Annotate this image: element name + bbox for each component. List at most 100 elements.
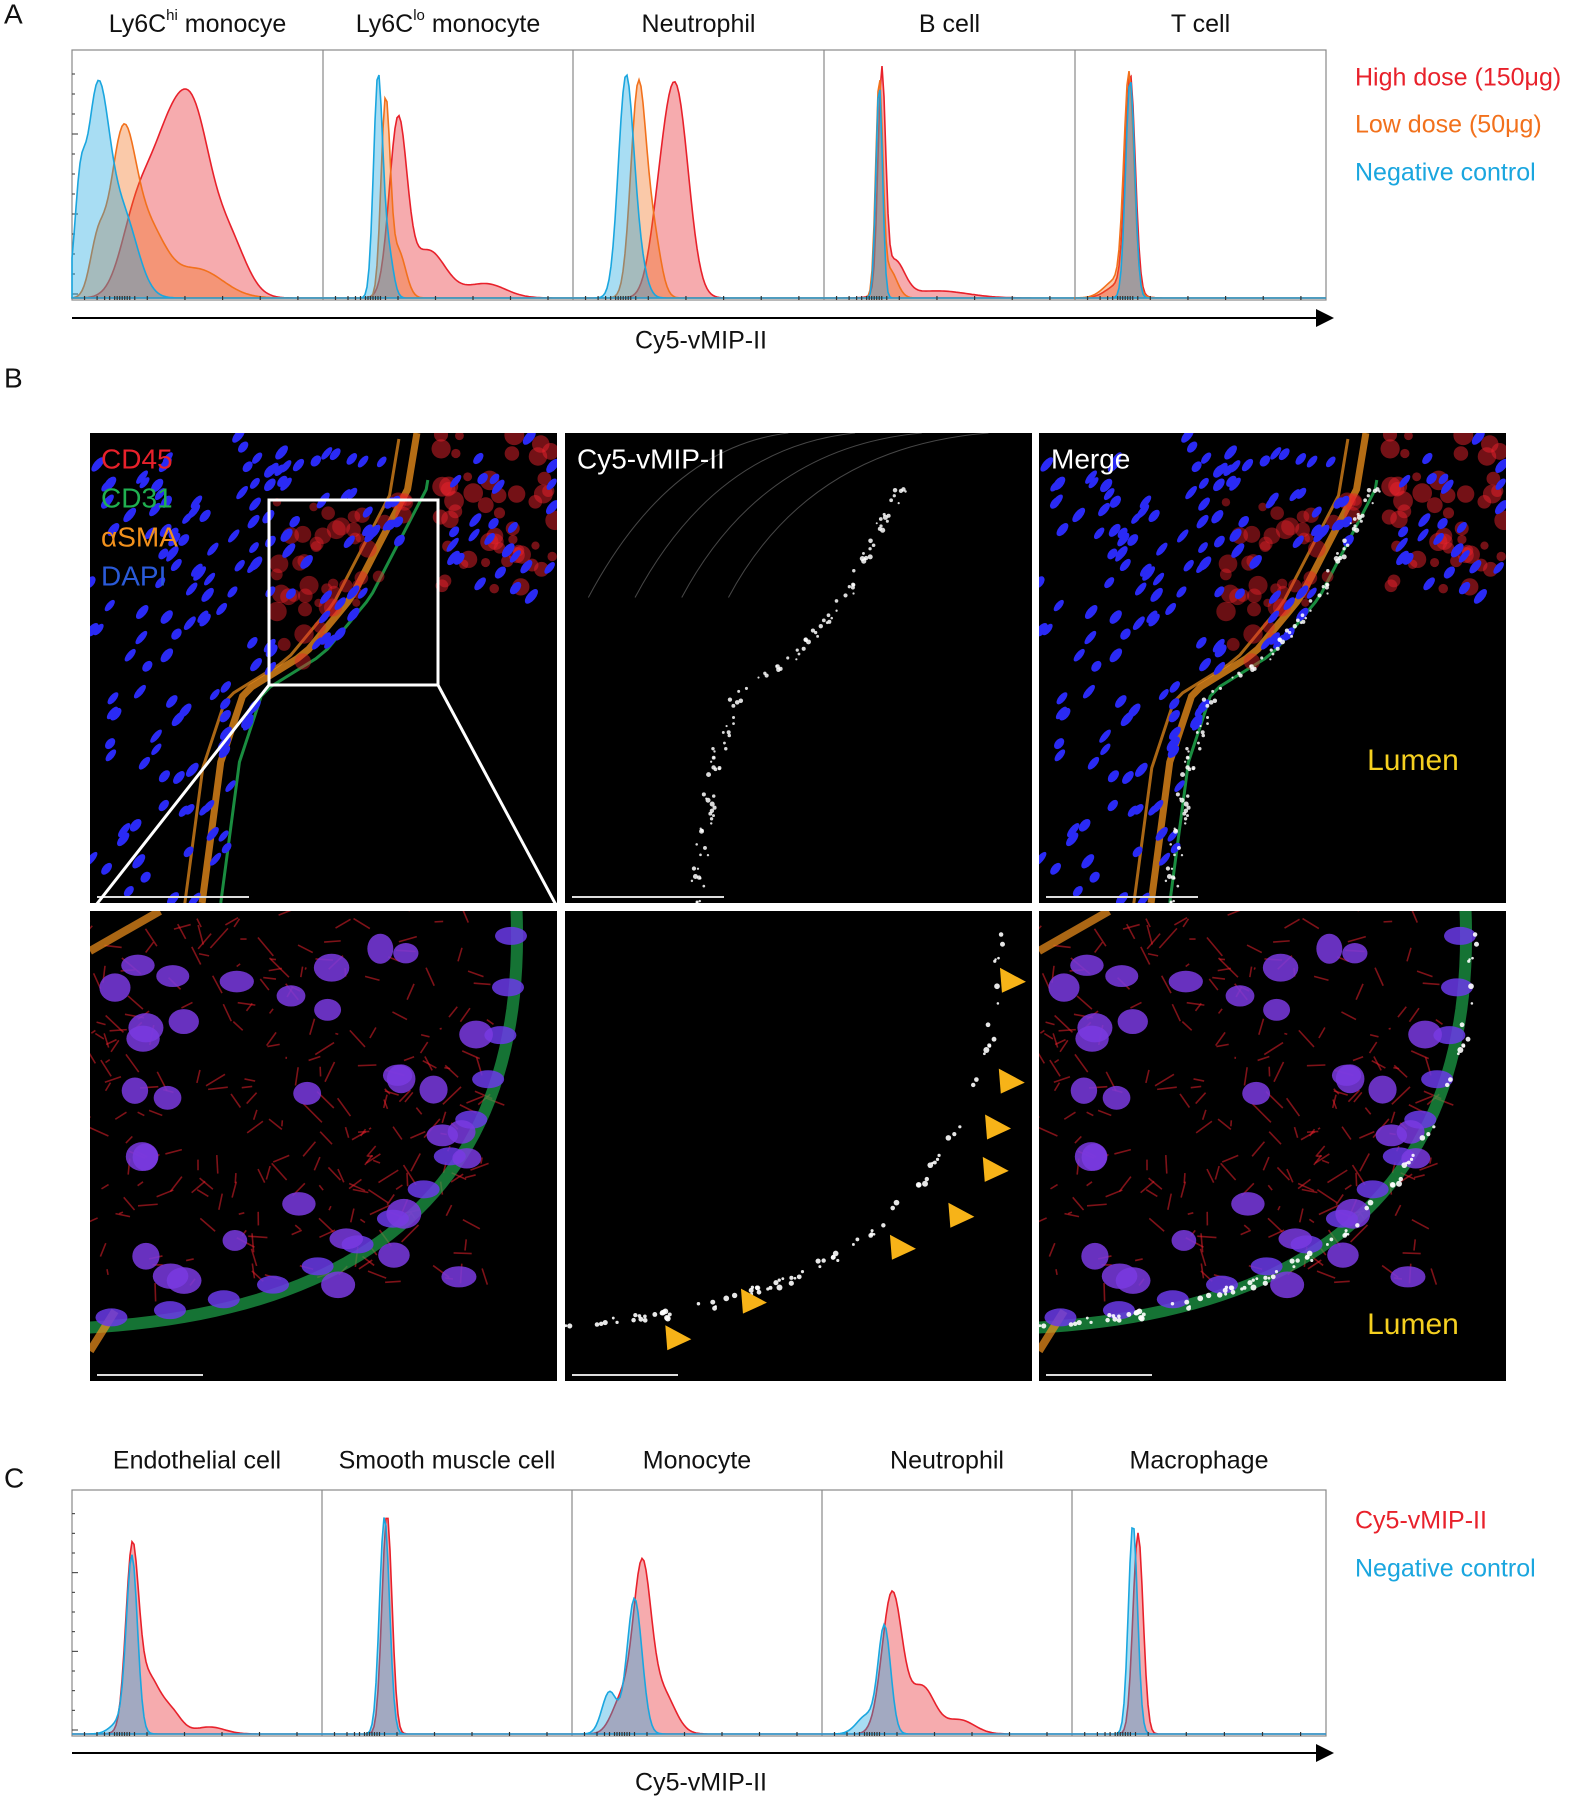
cd45-cell [272, 584, 291, 604]
tracer-dot [872, 1232, 876, 1236]
cd45-mesh [114, 1111, 127, 1120]
tracer-dot [916, 1182, 921, 1188]
tracer-dot [1105, 1317, 1110, 1323]
arrowhead [948, 1202, 975, 1228]
cd45-mesh [445, 1204, 453, 1217]
tracer-dot [830, 616, 833, 620]
nucleus [1438, 473, 1449, 485]
tracer-dot [1260, 656, 1264, 660]
nucleus [1440, 978, 1473, 997]
tracer-dot [1456, 1052, 1460, 1056]
cd45-mesh [324, 940, 341, 943]
zoom-line [436, 684, 558, 906]
nucleus [207, 542, 219, 556]
cd45-cell [1288, 579, 1302, 593]
faint-fiber [728, 433, 989, 598]
image-background [1039, 433, 1506, 903]
faint-fiber [681, 433, 922, 598]
tracer-dot [1170, 1301, 1175, 1306]
faint-fiber [634, 433, 856, 598]
cd45-mesh [1246, 944, 1263, 954]
nucleus [166, 695, 178, 708]
cd45-mesh [1397, 1006, 1407, 1018]
cd45-mesh [265, 1031, 277, 1047]
tracer-dot [698, 899, 702, 903]
nucleus [133, 684, 146, 699]
cd45-mesh [1058, 1028, 1076, 1032]
cd45-mesh [448, 1006, 458, 1018]
nucleus [1325, 456, 1336, 468]
cd45-mesh [1050, 1183, 1058, 1190]
nucleus [207, 1290, 240, 1309]
nucleus [329, 1228, 364, 1250]
cd45-mesh [231, 1181, 238, 1198]
cd45-mesh [268, 967, 283, 972]
nucleus [1146, 610, 1158, 623]
nucleus [201, 587, 214, 602]
tracer-dot [795, 648, 799, 652]
tracer-dot [1333, 555, 1339, 562]
cd45-cell [1248, 575, 1268, 595]
nucleus [1058, 707, 1071, 721]
nucleus [1148, 509, 1160, 523]
nucleus [219, 970, 254, 993]
nucleus [1134, 762, 1148, 777]
cd45-mesh [1052, 1033, 1059, 1048]
nucleus [154, 488, 166, 501]
tracer-dot [1419, 1135, 1426, 1141]
nucleus [376, 456, 387, 468]
tracer-dot [777, 1278, 781, 1282]
cd45-mesh [1276, 1166, 1291, 1181]
tracer-dot [793, 1276, 797, 1280]
cd45-mesh [1039, 1029, 1045, 1034]
arrowhead [999, 967, 1026, 993]
nucleus [382, 1064, 413, 1086]
tracer-dot [1222, 1287, 1228, 1293]
tracer-dot [1287, 630, 1292, 635]
nucleus [1087, 756, 1100, 770]
nucleus [151, 478, 164, 493]
tracer-dot [727, 733, 732, 738]
cd45-mesh [1086, 1181, 1093, 1187]
cd45-mesh [1350, 1224, 1369, 1243]
tracer-dot [615, 1320, 619, 1324]
nucleus [1229, 528, 1242, 542]
cd45-mesh [1055, 1269, 1058, 1276]
cd45-mesh [1313, 1154, 1322, 1166]
nucleus [105, 749, 117, 762]
cd45-mesh [1300, 1131, 1316, 1141]
cd45-mesh [1286, 1168, 1294, 1183]
cd45-mesh [349, 1208, 355, 1223]
cd45-mesh [1200, 1263, 1205, 1279]
tracer-dot [737, 689, 741, 693]
nucleus [132, 854, 146, 869]
x-axis-label: Cy5-vMIP-II [635, 327, 767, 355]
cd45-mesh [1257, 1055, 1270, 1062]
cd45-mesh [1258, 1018, 1265, 1035]
tracer-dot [843, 593, 848, 598]
nucleus [1214, 586, 1225, 598]
cd45-cell [432, 509, 448, 525]
cd45-mesh [1053, 1082, 1061, 1092]
nucleus [1270, 1271, 1305, 1299]
cd45-mesh [1097, 1109, 1112, 1117]
cd45-mesh [1054, 1058, 1060, 1064]
cd45-cell [354, 571, 369, 585]
nucleus [173, 771, 185, 784]
cd45-mesh [1268, 1131, 1282, 1145]
tracer-dot [1432, 1125, 1436, 1129]
cd45-mesh [1183, 1173, 1186, 1184]
cd45-mesh [1064, 1212, 1080, 1218]
nucleus [1053, 599, 1064, 612]
cd45-cell [270, 568, 283, 581]
tracer-dot [851, 1243, 855, 1246]
cd45-mesh [148, 1109, 163, 1117]
cd45-mesh [224, 917, 239, 926]
tracer-dot [1445, 1082, 1450, 1088]
nucleus [1107, 457, 1121, 473]
subplot-title: Macrophage [1130, 1447, 1269, 1475]
nucleus [1417, 528, 1429, 542]
cd45-mesh [1402, 1252, 1421, 1255]
cd45-cell [346, 522, 361, 538]
nucleus [249, 497, 261, 511]
